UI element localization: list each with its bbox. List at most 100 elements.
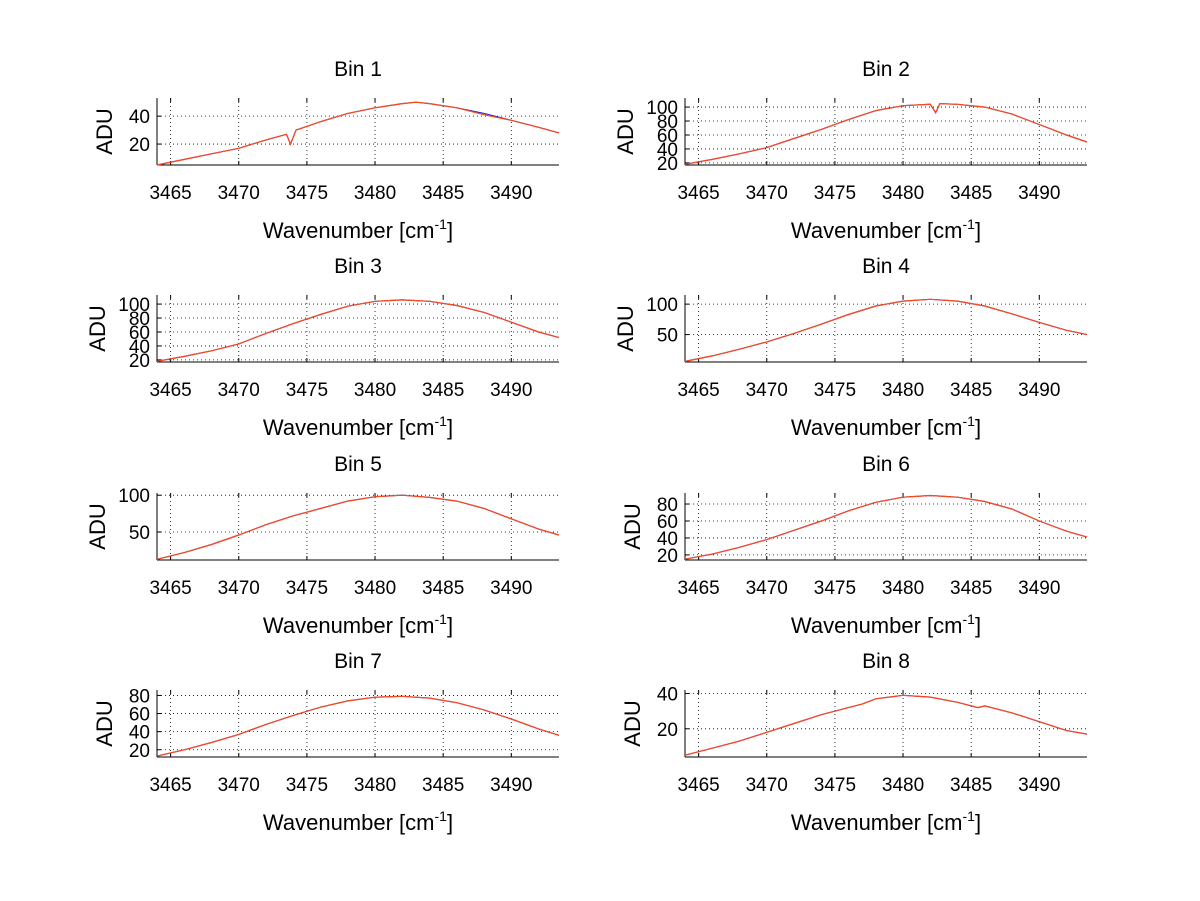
x-tick-label: 3465: [677, 578, 719, 599]
x-tick-label: 3485: [422, 775, 464, 796]
y-tick-label: 100: [118, 486, 150, 507]
subplot-title: Bin 7: [334, 650, 382, 673]
y-axis-label: ADU: [620, 503, 645, 549]
x-tick-label: 3475: [286, 183, 328, 204]
x-tick-label: 3470: [218, 380, 260, 401]
x-tick-label: 3475: [286, 380, 328, 401]
y-axis-label: ADU: [85, 503, 110, 549]
y-axis-label: ADU: [92, 108, 117, 154]
x-tick-label: 3485: [950, 578, 992, 599]
subplot-title: Bin 1: [334, 58, 382, 81]
subplot-title: Bin 5: [334, 453, 382, 476]
x-axis-label: Wavenumber [cm-1]: [791, 611, 981, 638]
x-tick-label: 3475: [286, 578, 328, 599]
x-tick-label: 3490: [1018, 775, 1060, 796]
x-tick-label: 3480: [354, 183, 396, 204]
x-tick-label: 3485: [950, 380, 992, 401]
subplot-8: 3465 3470 3475 3480 3485 3490 20 40 Bin 8 Wavenum…: [620, 650, 1088, 835]
series-line-1: [156, 299, 560, 362]
y-tick-label: 60: [657, 126, 678, 147]
y-axis-label: ADU: [92, 700, 117, 746]
series-line-2: [684, 494, 1088, 560]
y-tick-label: 80: [657, 112, 678, 133]
x-tick-label: 3465: [677, 775, 719, 796]
series-line-1: [156, 695, 560, 757]
x-tick-label: 3475: [814, 380, 856, 401]
x-tick-label: 3490: [490, 183, 532, 204]
x-tick-label: 3470: [746, 578, 788, 599]
x-tick-label: 3475: [814, 578, 856, 599]
x-tick-label: 3480: [354, 380, 396, 401]
y-tick-label: 40: [129, 723, 150, 744]
y-tick-label: 50: [657, 326, 678, 347]
subplot-title: Bin 8: [862, 650, 910, 673]
subplot-title: Bin 3: [334, 255, 382, 278]
y-tick-label: 40: [657, 140, 678, 161]
y-tick-label: 40: [657, 529, 678, 550]
y-tick-label: 80: [657, 495, 678, 516]
y-tick-label: 20: [129, 135, 150, 156]
x-tick-label: 3470: [746, 183, 788, 204]
y-tick-label: 60: [129, 323, 150, 344]
series-line-2: [156, 299, 560, 362]
x-axis-label: Wavenumber [cm-1]: [791, 216, 981, 243]
x-tick-label: 3465: [149, 775, 191, 796]
y-axis-label: ADU: [613, 305, 638, 351]
y-tick-label: 100: [118, 295, 150, 316]
subplot-4: 3465 3470 3475 3480 3485 3490 50 100 Bin 4 Wavenu…: [613, 255, 1088, 440]
y-tick-label: 40: [657, 685, 678, 706]
series-line-2: [156, 695, 560, 757]
y-tick-label: 40: [129, 107, 150, 128]
series-line-1: [684, 694, 1088, 756]
x-tick-label: 3470: [746, 775, 788, 796]
x-axis-label: Wavenumber [cm-1]: [263, 611, 453, 638]
x-tick-label: 3485: [950, 775, 992, 796]
x-tick-label: 3465: [149, 380, 191, 401]
x-tick-label: 3485: [950, 183, 992, 204]
y-tick-label: 80: [129, 309, 150, 330]
x-tick-label: 3475: [814, 775, 856, 796]
x-tick-label: 3465: [149, 183, 191, 204]
y-tick-label: 100: [646, 98, 678, 119]
series-line-2: [156, 494, 560, 560]
x-tick-label: 3480: [882, 380, 924, 401]
x-tick-label: 3485: [422, 183, 464, 204]
y-axis-label: ADU: [613, 108, 638, 154]
series-line-1: [684, 494, 1088, 560]
x-tick-label: 3480: [882, 775, 924, 796]
y-tick-label: 20: [129, 741, 150, 762]
x-tick-label: 3480: [882, 578, 924, 599]
x-tick-label: 3470: [218, 578, 260, 599]
x-tick-label: 3465: [149, 578, 191, 599]
x-tick-label: 3485: [422, 380, 464, 401]
y-tick-label: 20: [657, 546, 678, 567]
y-axis-label: ADU: [620, 700, 645, 746]
x-tick-label: 3490: [1018, 183, 1060, 204]
subplot-title: Bin 4: [862, 255, 910, 278]
y-tick-label: 80: [129, 686, 150, 707]
x-tick-label: 3470: [218, 775, 260, 796]
subplot-5: 3465 3470 3475 3480 3485 3490 50 100 Bin 5 Wavenu…: [85, 453, 560, 638]
x-tick-label: 3470: [218, 183, 260, 204]
y-axis-label: ADU: [85, 305, 110, 351]
series-line-2: [684, 694, 1088, 756]
subplot-1: 3465 3470 3475 3480 3485 3490 20 40 Bin 1 Wavenum…: [92, 58, 560, 243]
y-tick-label: 50: [129, 523, 150, 544]
x-tick-label: 3480: [354, 578, 396, 599]
x-tick-label: 3470: [746, 380, 788, 401]
y-tick-label: 20: [129, 351, 150, 372]
series-line-1: [156, 494, 560, 560]
y-tick-label: 20: [657, 154, 678, 175]
subplot-title: Bin 2: [862, 58, 910, 81]
x-tick-label: 3485: [422, 578, 464, 599]
subplot-title: Bin 6: [862, 453, 910, 476]
series-line-2: [684, 102, 1088, 165]
y-tick-label: 20: [657, 720, 678, 741]
x-axis-label: Wavenumber [cm-1]: [263, 413, 453, 440]
x-tick-label: 3490: [490, 380, 532, 401]
series-line-2: [684, 298, 1088, 362]
